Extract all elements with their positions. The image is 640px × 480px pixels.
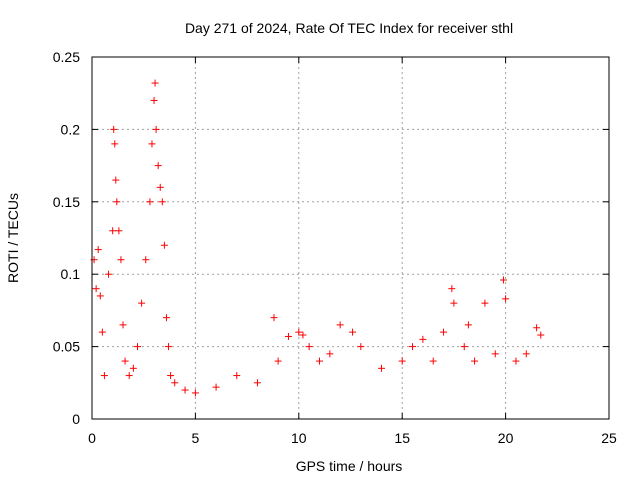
data-point bbox=[113, 198, 121, 206]
data-point bbox=[94, 246, 102, 254]
data-point bbox=[98, 328, 106, 336]
data-point bbox=[270, 314, 278, 322]
data-point bbox=[512, 357, 520, 365]
data-point bbox=[212, 383, 220, 391]
data-point bbox=[464, 321, 472, 329]
grid bbox=[92, 57, 609, 419]
data-point bbox=[419, 335, 427, 343]
y-tick-label: 0 bbox=[72, 411, 80, 427]
data-point bbox=[148, 140, 156, 148]
data-point bbox=[295, 328, 303, 336]
data-point bbox=[96, 292, 104, 300]
data-point bbox=[537, 331, 545, 339]
data-point bbox=[450, 299, 458, 307]
x-axis-label: GPS time / hours bbox=[296, 458, 403, 474]
data-point bbox=[146, 198, 154, 206]
data-point bbox=[100, 372, 108, 380]
data-point bbox=[274, 357, 282, 365]
y-tick-label: 0.2 bbox=[61, 121, 81, 137]
y-tick-label: 0.15 bbox=[53, 194, 80, 210]
data-point bbox=[156, 183, 164, 191]
data-point bbox=[181, 386, 189, 394]
data-point bbox=[142, 256, 150, 264]
data-point bbox=[481, 299, 489, 307]
data-point bbox=[460, 343, 468, 351]
x-tick-label: 25 bbox=[601, 430, 617, 446]
data-point bbox=[152, 125, 160, 133]
data-point bbox=[284, 332, 292, 340]
data-point bbox=[233, 372, 241, 380]
y-tick-label: 0.05 bbox=[53, 339, 80, 355]
data-point bbox=[151, 79, 159, 87]
data-point bbox=[92, 285, 100, 293]
plot-frame bbox=[91, 56, 610, 420]
data-point bbox=[299, 331, 307, 339]
data-point bbox=[336, 321, 344, 329]
y-axis-label: ROTI / TECUs bbox=[5, 193, 21, 283]
data-point bbox=[109, 227, 117, 235]
data-point bbox=[171, 379, 179, 387]
data-point bbox=[125, 372, 133, 380]
data-point bbox=[167, 372, 175, 380]
data-point bbox=[349, 328, 357, 336]
data-point bbox=[105, 270, 113, 278]
y-tick-label: 0.1 bbox=[61, 266, 81, 282]
data-point bbox=[448, 285, 456, 293]
data-point bbox=[440, 328, 448, 336]
data-point bbox=[129, 364, 137, 372]
data-point bbox=[378, 364, 386, 372]
data-point bbox=[502, 295, 510, 303]
axis-ticks: 0 5 10 15 20 25 0 0.05 0.1 0.15 0.2 0.25 bbox=[53, 49, 617, 446]
data-point bbox=[158, 198, 166, 206]
data-point bbox=[117, 256, 125, 264]
data-point bbox=[150, 96, 158, 104]
x-tick-label: 5 bbox=[192, 430, 200, 446]
data-point bbox=[110, 125, 118, 133]
data-point bbox=[326, 350, 334, 358]
data-points bbox=[90, 79, 545, 397]
data-point bbox=[115, 227, 123, 235]
data-point bbox=[471, 357, 479, 365]
x-tick-label: 0 bbox=[88, 430, 96, 446]
data-point bbox=[491, 350, 499, 358]
x-tick-label: 10 bbox=[291, 430, 307, 446]
data-point bbox=[305, 343, 313, 351]
data-point bbox=[429, 357, 437, 365]
data-point bbox=[191, 389, 199, 397]
data-point bbox=[533, 324, 541, 332]
x-tick-label: 20 bbox=[498, 430, 514, 446]
data-point bbox=[409, 343, 417, 351]
data-point bbox=[160, 241, 168, 249]
data-point bbox=[121, 357, 129, 365]
data-point bbox=[398, 357, 406, 365]
data-point bbox=[315, 357, 323, 365]
data-point bbox=[133, 343, 141, 351]
chart-title: Day 271 of 2024, Rate Of TEC Index for r… bbox=[185, 20, 513, 36]
data-point bbox=[500, 276, 508, 284]
data-point bbox=[162, 314, 170, 322]
y-tick-label: 0.25 bbox=[53, 49, 80, 65]
data-point bbox=[357, 343, 365, 351]
data-point bbox=[154, 162, 162, 170]
data-point bbox=[111, 140, 119, 148]
data-point bbox=[165, 343, 173, 351]
data-point bbox=[138, 299, 146, 307]
data-point bbox=[253, 379, 261, 387]
data-point bbox=[522, 350, 530, 358]
data-point bbox=[112, 176, 120, 184]
data-point bbox=[119, 321, 127, 329]
x-tick-label: 15 bbox=[394, 430, 410, 446]
